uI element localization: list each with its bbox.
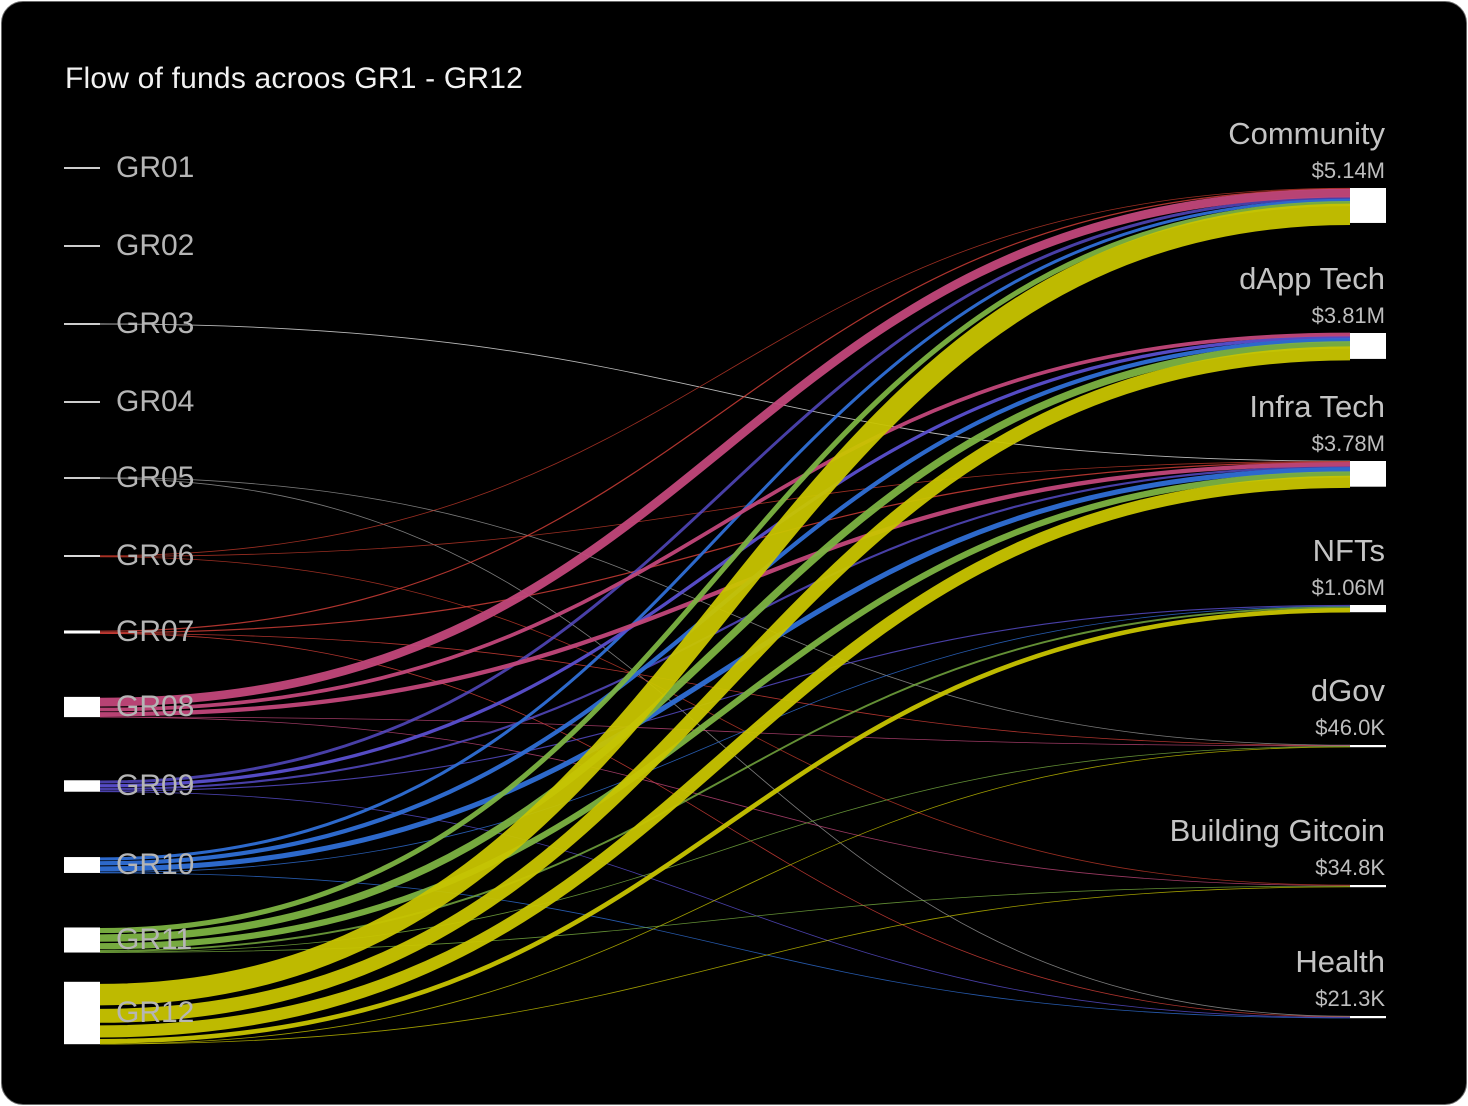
target-node-nfts[interactable]: [1350, 605, 1386, 613]
target-value-building-gitcoin: $34.8K: [1315, 855, 1385, 880]
target-label-building-gitcoin: Building Gitcoin: [1170, 813, 1385, 848]
link-gr12-to-infra-tech[interactable]: [99, 475, 1351, 1038]
source-node-gr07[interactable]: [64, 630, 100, 634]
link-gr06-to-community[interactable]: [99, 187, 1351, 557]
link-gr12-to-nfts[interactable]: [99, 607, 1351, 1044]
target-node-dgov[interactable]: [1350, 745, 1386, 748]
target-label-dgov: dGov: [1311, 673, 1386, 708]
link-gr12-to-dapp-tech[interactable]: [99, 346, 1351, 1023]
source-label-gr11: GR11: [116, 923, 192, 956]
target-value-community: $5.14M: [1312, 158, 1385, 183]
link-gr07-to-community[interactable]: [99, 188, 1351, 632]
target-label-health: Health: [1295, 944, 1385, 979]
source-label-gr10: GR10: [116, 848, 194, 881]
link-gr09-to-health[interactable]: [99, 791, 1351, 1018]
link-gr06-to-infra-tech[interactable]: [99, 460, 1351, 557]
link-gr09-to-dapp-tech[interactable]: [99, 335, 1351, 788]
source-node-gr05[interactable]: [64, 477, 100, 479]
target-label-community: Community: [1228, 116, 1385, 151]
link-gr11-to-infra-tech[interactable]: [99, 471, 1351, 950]
link-gr08-to-building-gitcoin[interactable]: [99, 716, 1351, 886]
nodes-layer: [64, 167, 1386, 1045]
target-value-dapp-tech: $3.81M: [1312, 303, 1385, 328]
link-gr03-to-infra-tech[interactable]: [99, 323, 1351, 462]
link-gr11-to-dapp-tech[interactable]: [99, 341, 1351, 942]
link-gr09-to-nfts[interactable]: [99, 604, 1351, 792]
source-label-gr08: GR08: [116, 690, 194, 723]
links-layer: [99, 187, 1351, 1045]
source-node-gr02[interactable]: [64, 245, 100, 247]
target-node-building-gitcoin[interactable]: [1350, 885, 1386, 888]
source-label-gr04: GR04: [116, 385, 194, 418]
link-gr06-to-building-gitcoin[interactable]: [99, 556, 1351, 886]
source-node-gr06[interactable]: [64, 555, 100, 557]
target-value-health: $21.3K: [1315, 986, 1385, 1011]
source-node-gr12[interactable]: [64, 981, 100, 1045]
link-gr10-to-nfts[interactable]: [99, 605, 1351, 873]
target-node-health[interactable]: [1350, 1016, 1386, 1019]
link-gr11-to-nfts[interactable]: [99, 606, 1351, 952]
link-gr11-to-community[interactable]: [99, 201, 1351, 934]
target-value-infra-tech: $3.78M: [1312, 431, 1385, 456]
target-label-infra-tech: Infra Tech: [1249, 389, 1385, 424]
target-node-dapp-tech[interactable]: [1350, 333, 1386, 359]
source-label-gr02: GR02: [116, 229, 194, 262]
link-gr10-to-community[interactable]: [99, 198, 1351, 861]
source-label-gr05: GR05: [116, 461, 194, 494]
source-node-gr08[interactable]: [64, 696, 100, 718]
source-node-gr04[interactable]: [64, 401, 100, 403]
link-gr09-to-community[interactable]: [99, 196, 1351, 784]
link-gr12-to-building-gitcoin[interactable]: [99, 886, 1351, 1045]
target-label-dapp-tech: dApp Tech: [1239, 261, 1385, 296]
source-node-gr03[interactable]: [64, 323, 100, 325]
source-node-gr01[interactable]: [64, 167, 100, 169]
link-gr10-to-infra-tech[interactable]: [99, 467, 1351, 872]
link-gr12-to-dgov[interactable]: [99, 746, 1351, 1045]
source-label-gr12: GR12: [116, 996, 194, 1029]
source-node-gr11[interactable]: [64, 927, 100, 953]
link-gr08-to-dgov[interactable]: [99, 716, 1351, 747]
target-value-dgov: $46.0K: [1315, 715, 1385, 740]
source-label-gr07: GR07: [116, 615, 194, 648]
target-node-community[interactable]: [1350, 188, 1386, 223]
source-node-gr09[interactable]: [64, 780, 100, 792]
source-label-gr01: GR01: [116, 151, 194, 184]
link-gr08-to-community[interactable]: [99, 188, 1351, 707]
labels-layer: GR01 GR02 GR03 GR04 GR05 GR06 GR07 GR08 GR09 GR10…: [116, 116, 1385, 1029]
target-node-infra-tech[interactable]: [1350, 461, 1386, 487]
link-gr05-to-health[interactable]: [99, 478, 1351, 1017]
source-label-gr03: GR03: [116, 307, 194, 340]
source-label-gr06: GR06: [116, 539, 194, 572]
link-gr09-to-infra-tech[interactable]: [99, 465, 1351, 791]
source-label-gr09: GR09: [116, 769, 194, 802]
link-gr07-to-infra-tech[interactable]: [99, 461, 1351, 634]
link-gr10-to-health[interactable]: [99, 872, 1351, 1019]
chart-title: Flow of funds acroos GR1 - GR12: [65, 62, 524, 95]
target-label-nfts: NFTs: [1313, 533, 1385, 568]
source-node-gr10[interactable]: [64, 857, 100, 873]
link-gr12-to-community[interactable]: [99, 203, 1351, 1006]
link-gr08-to-dapp-tech[interactable]: [99, 332, 1351, 712]
target-value-nfts: $1.06M: [1312, 575, 1385, 600]
